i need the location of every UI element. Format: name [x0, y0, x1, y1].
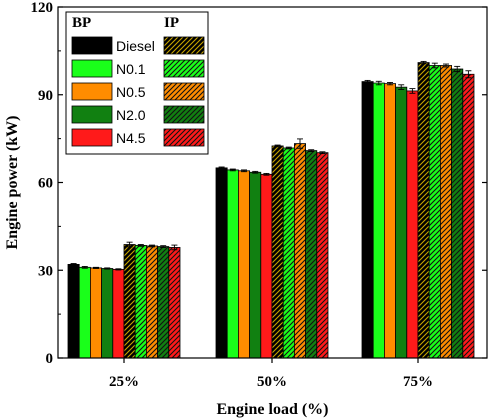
bar-bp-n45-50pct — [260, 173, 273, 359]
error-bar-bp-n05-25pct — [93, 266, 99, 269]
y-tick-label: 120 — [31, 0, 54, 16]
legend: BP IP Diesel N0.1 N0.5 N2.0 N4.5 — [65, 11, 209, 155]
error-bar-bp-n45-50pct — [263, 172, 270, 176]
x-tick-label-50pct: 50% — [257, 374, 287, 390]
error-bar-ip-n20-50pct — [308, 149, 315, 152]
bar-ip-diesel-50pct — [271, 145, 284, 359]
legend-swatch-bp-n01 — [71, 59, 113, 78]
bar-bp-n05-75pct — [383, 83, 396, 359]
y-tick-label: 60 — [38, 176, 53, 192]
bar-bp-n20-25pct — [101, 268, 114, 359]
bar-bp-n01-25pct — [78, 266, 91, 359]
error-bar-bp-n01-50pct — [229, 168, 236, 172]
error-bar-bp-n45-25pct — [115, 268, 122, 271]
bar-bp-n45-25pct — [112, 268, 125, 359]
bar-ip-n01-50pct — [282, 147, 295, 359]
x-tick-label-75pct: 75% — [403, 374, 433, 390]
bar-bp-n01-75pct — [372, 82, 385, 359]
bar-ip-n01-75pct — [428, 65, 441, 359]
legend-swatch-ip-n45 — [163, 128, 205, 147]
legend-label-n01: N0.1 — [116, 61, 146, 77]
error-bar-ip-n45-50pct — [319, 151, 326, 154]
legend-header-ip: IP — [164, 15, 179, 31]
legend-swatch-ip-n01 — [163, 59, 205, 78]
legend-swatch-ip-diesel — [163, 36, 205, 55]
legend-swatch-bp-n45 — [71, 128, 113, 147]
legend-swatch-bp-n20 — [71, 105, 113, 124]
bar-ip-n05-50pct — [293, 143, 306, 359]
legend-swatch-ip-n05 — [163, 82, 205, 101]
bar-bp-n45-75pct — [406, 90, 419, 359]
error-bar-bp-n20-25pct — [104, 267, 111, 270]
x-axis-title: Engine load (%) — [216, 401, 328, 418]
bar-ip-n20-75pct — [451, 68, 464, 359]
error-bar-ip-n01-25pct — [137, 244, 144, 247]
bar-bp-diesel-75pct — [361, 81, 374, 359]
bar-ip-n45-50pct — [316, 152, 329, 359]
legend-label-n20: N2.0 — [116, 107, 146, 123]
error-bar-ip-diesel-50pct — [274, 144, 281, 148]
error-bar-ip-n05-25pct — [149, 244, 155, 248]
error-bar-ip-n01-50pct — [285, 146, 292, 150]
bar-ip-n45-25pct — [168, 247, 181, 359]
error-bar-bp-n01-75pct — [375, 80, 382, 86]
error-bar-bp-diesel-75pct — [364, 79, 371, 84]
y-tick-label: 90 — [38, 88, 53, 104]
bar-bp-diesel-50pct — [215, 167, 228, 359]
error-bar-ip-diesel-25pct — [126, 241, 133, 248]
error-bar-bp-n20-50pct — [252, 170, 259, 174]
legend-swatch-bp-diesel — [71, 36, 113, 55]
y-axis-title: Engine power (kW) — [4, 116, 21, 250]
error-bar-ip-n45-25pct — [171, 244, 178, 251]
bar-ip-n20-25pct — [157, 246, 170, 359]
error-bar-bp-n01-25pct — [81, 265, 88, 269]
legend-swatch-ip-n20 — [163, 105, 205, 124]
bar-ip-diesel-25pct — [123, 244, 136, 359]
bar-bp-n01-50pct — [226, 169, 239, 359]
error-bar-ip-n20-25pct — [160, 245, 167, 248]
bar-bp-n20-75pct — [395, 86, 408, 359]
error-bar-ip-n05-75pct — [443, 63, 449, 68]
bar-bp-n05-50pct — [237, 170, 250, 359]
bar-ip-n05-75pct — [439, 65, 452, 359]
bar-ip-n01-25pct — [134, 244, 147, 359]
x-tick-label-25pct: 25% — [109, 374, 139, 390]
legend-header-bp: BP — [72, 15, 91, 31]
error-bar-ip-n05-50pct — [297, 138, 303, 149]
bar-ip-n05-25pct — [145, 245, 158, 359]
bar-bp-n05-25pct — [90, 267, 103, 359]
bar-bp-n20-50pct — [249, 171, 262, 359]
y-tick-label: 0 — [46, 351, 54, 367]
bar-ip-n45-75pct — [462, 73, 475, 359]
bar-ip-n20-50pct — [305, 150, 318, 359]
legend-swatch-bp-n05 — [71, 82, 113, 101]
legend-label-diesel: Diesel — [116, 38, 155, 54]
error-bar-bp-n05-50pct — [241, 169, 247, 173]
error-bar-bp-diesel-50pct — [218, 166, 225, 170]
error-bar-bp-n05-75pct — [387, 82, 393, 86]
error-bar-ip-n20-75pct — [454, 65, 461, 73]
error-bar-ip-diesel-75pct — [420, 60, 427, 65]
legend-label-n45: N4.5 — [116, 130, 146, 146]
bar-ip-diesel-75pct — [417, 62, 430, 359]
error-bar-ip-n01-75pct — [431, 62, 438, 69]
y-tick-label: 30 — [38, 263, 53, 279]
legend-label-n05: N0.5 — [116, 84, 146, 100]
error-bar-bp-diesel-25pct — [70, 263, 77, 266]
error-bar-bp-n45-75pct — [409, 88, 416, 94]
error-bar-ip-n45-75pct — [465, 70, 472, 79]
error-bar-bp-n20-75pct — [398, 84, 405, 90]
bar-bp-diesel-25pct — [67, 263, 80, 359]
